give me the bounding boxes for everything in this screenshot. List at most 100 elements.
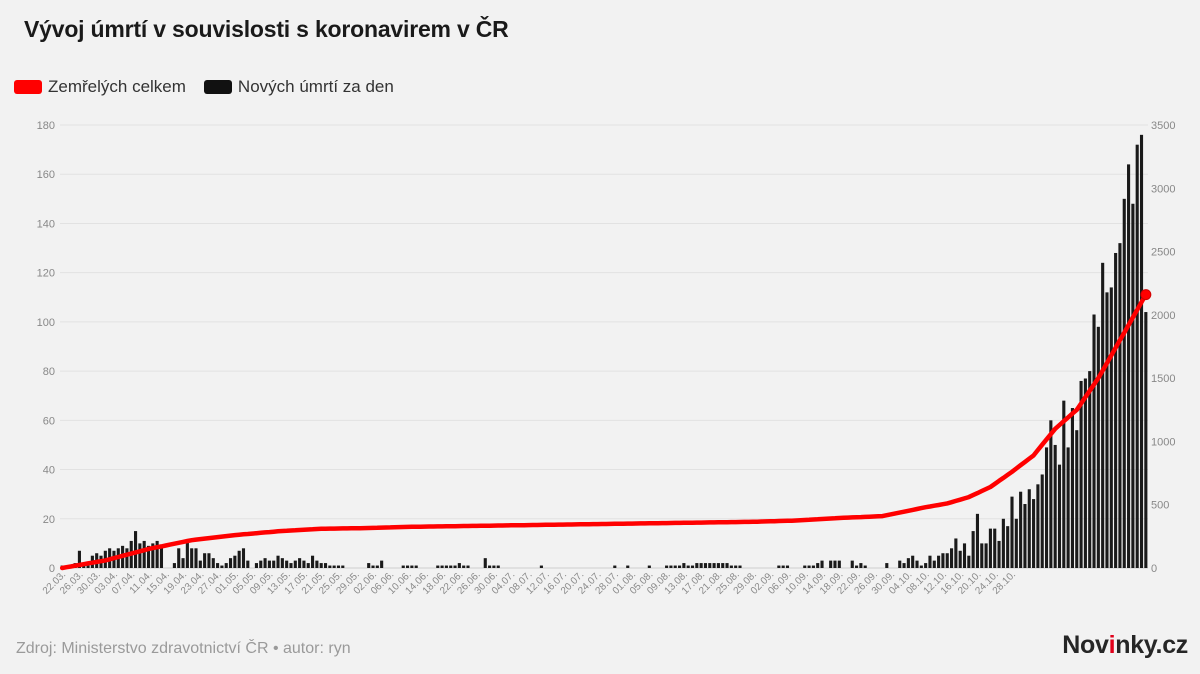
daily-deaths-bar [971,531,975,568]
daily-deaths-bar [1010,496,1014,568]
right-tick-label: 2000 [1151,310,1175,322]
daily-deaths-bar [1135,144,1139,568]
brand-suffix: nky.cz [1115,631,1188,659]
daily-deaths-bar [254,563,258,568]
daily-deaths-bar [1006,526,1010,568]
daily-deaths-bar [911,555,915,568]
daily-deaths-bar [785,565,790,568]
daily-deaths-bar [902,563,906,568]
daily-deaths-bar [246,560,250,568]
daily-deaths-bar [1122,198,1126,569]
cumulative-last-point [1140,289,1152,301]
daily-deaths-bar [919,565,923,568]
daily-deaths-bar [699,563,703,568]
novinky-logo[interactable]: Novinky.cz [1062,631,1188,660]
left-tick-label: 180 [37,120,55,132]
daily-deaths-bar [332,565,336,568]
daily-deaths-bar [1066,447,1070,568]
daily-deaths-bar [777,565,781,568]
daily-deaths-bar [241,548,246,568]
daily-deaths-bar [967,555,971,568]
daily-deaths-bar [341,565,345,568]
legend-item-daily[interactable]: Nových úmrtí za den [203,77,394,97]
daily-deaths-bar [712,563,716,568]
daily-deaths-bar [885,563,889,568]
right-tick-label: 3500 [1151,120,1175,132]
source-note: Zdroj: Ministerstvo zdravotnictví ČR • a… [16,640,351,657]
daily-deaths-bar [1062,400,1066,568]
daily-deaths-bar [492,565,496,568]
daily-deaths-bar [665,565,669,568]
daily-deaths-bar [306,563,310,568]
daily-deaths-bar [906,558,910,568]
right-tick-label: 1500 [1151,373,1175,385]
daily-deaths-bar [457,563,461,568]
daily-deaths-bar [483,558,487,568]
left-tick-label: 160 [37,169,55,181]
left-tick-label: 140 [37,218,55,230]
legend-swatch-red [14,80,42,94]
daily-deaths-bar [228,558,233,568]
daily-deaths-bar [613,565,617,568]
daily-deaths-bar [1027,489,1031,568]
cumulative-deaths-line [59,292,1149,571]
daily-deaths-bar [177,548,181,568]
daily-deaths-bar [1083,378,1087,568]
daily-deaths-bar [1049,420,1053,568]
daily-deaths-bar [1139,134,1144,568]
daily-deaths-bar [954,538,958,568]
daily-deaths-bar [302,560,306,568]
daily-deaths-bar [1036,484,1040,568]
daily-deaths-bar [988,528,992,568]
daily-deaths-bar [859,563,863,568]
daily-deaths-bar [311,555,315,568]
daily-deaths-bar [781,565,785,568]
daily-deaths-bar [703,563,708,568]
daily-deaths-bar [328,565,332,568]
daily-deaths-bar [198,560,202,568]
daily-deaths-bar [224,563,228,568]
daily-deaths-bar [453,565,457,568]
daily-deaths-bar [440,565,444,568]
daily-deaths-bar [138,543,142,568]
daily-deaths-bar [924,563,928,568]
daily-deaths-bar [1014,518,1018,568]
left-tick-label: 120 [37,268,55,280]
brand-prefix: Nov [1062,631,1109,659]
daily-deaths-bar [1019,491,1023,568]
daily-deaths-bar [289,563,293,568]
left-tick-label: 60 [43,415,55,427]
daily-deaths-bar [686,565,690,568]
daily-deaths-bar [678,565,682,568]
daily-deaths-bar [1096,326,1100,568]
daily-deaths-bar [82,565,86,568]
daily-deaths-bar [406,565,410,568]
daily-deaths-bar [1105,292,1109,568]
daily-deaths-bar [77,550,81,568]
daily-deaths-bar [1088,371,1092,568]
daily-deaths-bar [997,540,1001,568]
daily-deaths-bar [816,563,820,568]
daily-deaths-bar [539,565,543,568]
daily-deaths-bar [272,560,276,568]
daily-deaths-bar [444,565,448,568]
daily-deaths-bar [146,545,151,568]
daily-deaths-bar [371,565,375,568]
daily-deaths-bar [466,565,470,568]
daily-deaths-bar [945,553,949,568]
left-tick-label: 40 [43,465,55,477]
daily-deaths-bar [1114,252,1118,568]
daily-deaths-bar [1001,518,1005,568]
legend-item-cumulative[interactable]: Zemřelých celkem [14,77,186,97]
daily-deaths-bar [1118,243,1122,568]
daily-deaths-bar [980,543,984,568]
daily-deaths-bar [151,543,155,568]
daily-deaths-bar [975,513,980,568]
daily-deaths-bar [194,548,198,568]
daily-deaths-bar [237,550,241,568]
daily-deaths-bar [626,565,630,568]
right-tick-label: 500 [1151,500,1169,512]
legend-label-daily: Nových úmrtí za den [237,77,394,96]
daily-deaths-bar [86,565,90,568]
left-tick-label: 0 [49,563,55,575]
